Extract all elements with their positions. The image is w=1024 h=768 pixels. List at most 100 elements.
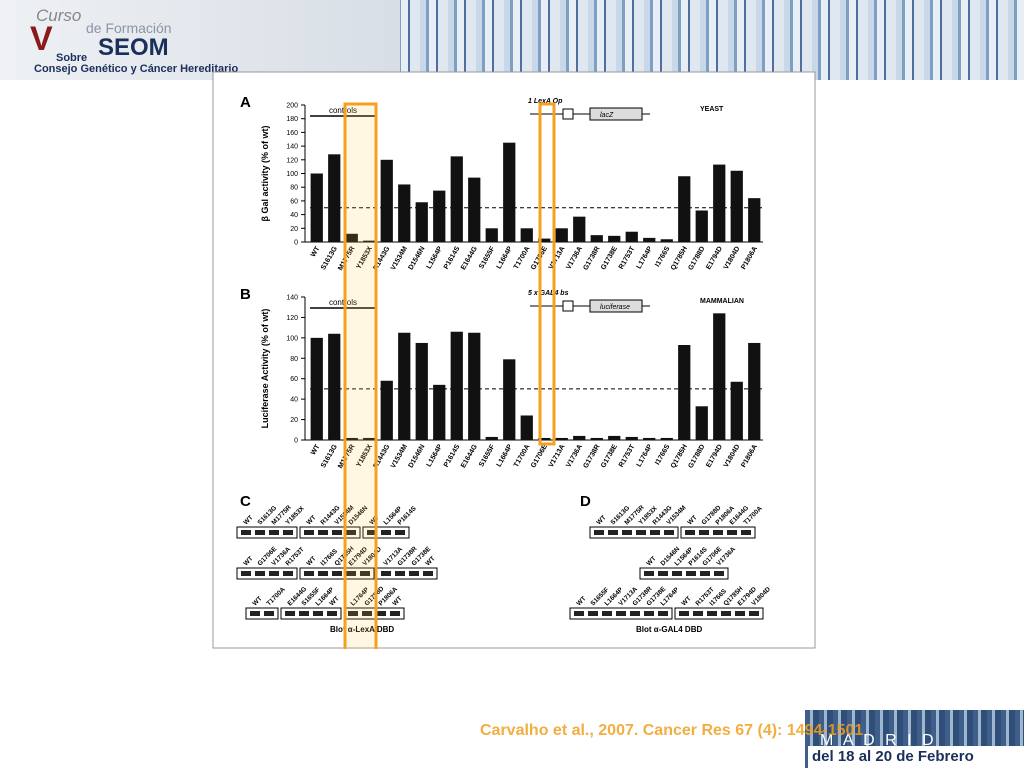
bar	[625, 231, 638, 242]
y-axis-label: Luciferase Activity (% of wt)	[260, 309, 270, 429]
bar	[503, 359, 516, 440]
bar	[328, 154, 341, 242]
y-tick-label: 80	[290, 185, 298, 192]
y-tick-label: 160	[286, 130, 298, 137]
blot-band	[367, 530, 377, 535]
bar	[643, 237, 656, 242]
blot-band	[713, 530, 723, 535]
bar	[328, 333, 341, 440]
blot-band	[644, 611, 654, 616]
blot-band	[658, 611, 668, 616]
blot-band	[650, 530, 660, 535]
logo-text: Sobre	[56, 52, 88, 64]
blot-band	[644, 571, 654, 576]
y-tick-label: 140	[286, 144, 298, 151]
bar	[608, 435, 621, 440]
bar	[590, 235, 603, 242]
bar	[520, 228, 533, 242]
blot-band	[686, 571, 696, 576]
y-tick-label: 60	[290, 198, 298, 205]
bar	[450, 156, 463, 242]
blot-caption: Blot α-LexA DBD	[330, 625, 394, 634]
blot-band	[332, 530, 342, 535]
bar	[678, 176, 691, 242]
blot-box	[299, 526, 361, 539]
bar	[573, 216, 586, 242]
reporter-box	[589, 107, 643, 121]
bar	[450, 331, 463, 440]
bar	[643, 437, 656, 440]
blot-band	[707, 611, 717, 616]
panel-letter: B	[240, 286, 251, 303]
highlight	[343, 102, 378, 649]
blot-band	[269, 571, 279, 576]
blot-band	[616, 611, 626, 616]
logo-mark: V	[30, 20, 53, 58]
bar	[380, 159, 393, 242]
y-tick-label: 140	[286, 295, 298, 302]
reporter-label: lacZ	[600, 112, 614, 119]
blot-box	[245, 607, 279, 620]
blot-band	[714, 571, 724, 576]
blot-caption: Blot α-GAL4 DBD	[636, 625, 702, 634]
blot-band	[390, 611, 400, 616]
blot-band	[318, 571, 328, 576]
blot-band	[602, 611, 612, 616]
blot-band	[395, 530, 405, 535]
y-tick-label: 40	[290, 397, 298, 404]
blot-band	[699, 530, 709, 535]
blot-band	[409, 571, 419, 576]
bar	[748, 342, 761, 440]
bar	[363, 240, 376, 242]
bar	[345, 437, 358, 440]
construct-label: 5 x GAL4 bs	[528, 290, 569, 297]
blot-band	[700, 571, 710, 576]
blot-band	[381, 571, 391, 576]
bar	[520, 415, 533, 440]
bar	[590, 437, 603, 440]
logo-text: Consejo Genético y Cáncer Hereditario	[34, 63, 239, 75]
logo-text: SEOM	[98, 34, 169, 61]
blot-band	[304, 571, 314, 576]
bar	[345, 233, 358, 242]
blot-band	[622, 530, 632, 535]
bar	[608, 235, 621, 242]
bar	[695, 210, 708, 242]
blot-band	[348, 611, 358, 616]
dates: del 18 al 20 de Febrero	[808, 746, 1024, 768]
blot-band	[594, 530, 604, 535]
blot-band	[313, 611, 323, 616]
y-tick-label: 80	[290, 356, 298, 363]
y-tick-label: 0	[294, 438, 298, 445]
blot-band	[664, 530, 674, 535]
blot-band	[332, 571, 342, 576]
bar	[398, 184, 411, 242]
blot-band	[381, 530, 391, 535]
blot-band	[376, 611, 386, 616]
bar	[625, 436, 638, 440]
reporter-box	[589, 299, 643, 313]
panel-letter: A	[240, 94, 251, 111]
blot-band	[608, 530, 618, 535]
y-tick-label: 180	[286, 116, 298, 123]
bar	[310, 337, 323, 440]
bar	[468, 177, 481, 242]
blot-band	[727, 530, 737, 535]
y-tick-label: 60	[290, 376, 298, 383]
bar	[310, 173, 323, 242]
blot-band	[283, 530, 293, 535]
bar	[678, 345, 691, 440]
blot-box	[589, 526, 679, 539]
blot-band	[299, 611, 309, 616]
blot-band	[741, 530, 751, 535]
construct-box	[562, 300, 574, 312]
bar	[573, 435, 586, 440]
blot-band	[255, 571, 265, 576]
blot-band	[269, 530, 279, 535]
bar	[415, 342, 428, 440]
bar	[433, 190, 446, 242]
y-tick-label: 100	[286, 335, 298, 342]
blot-band	[693, 611, 703, 616]
bar	[555, 228, 568, 242]
controls-label: controls	[329, 106, 357, 115]
